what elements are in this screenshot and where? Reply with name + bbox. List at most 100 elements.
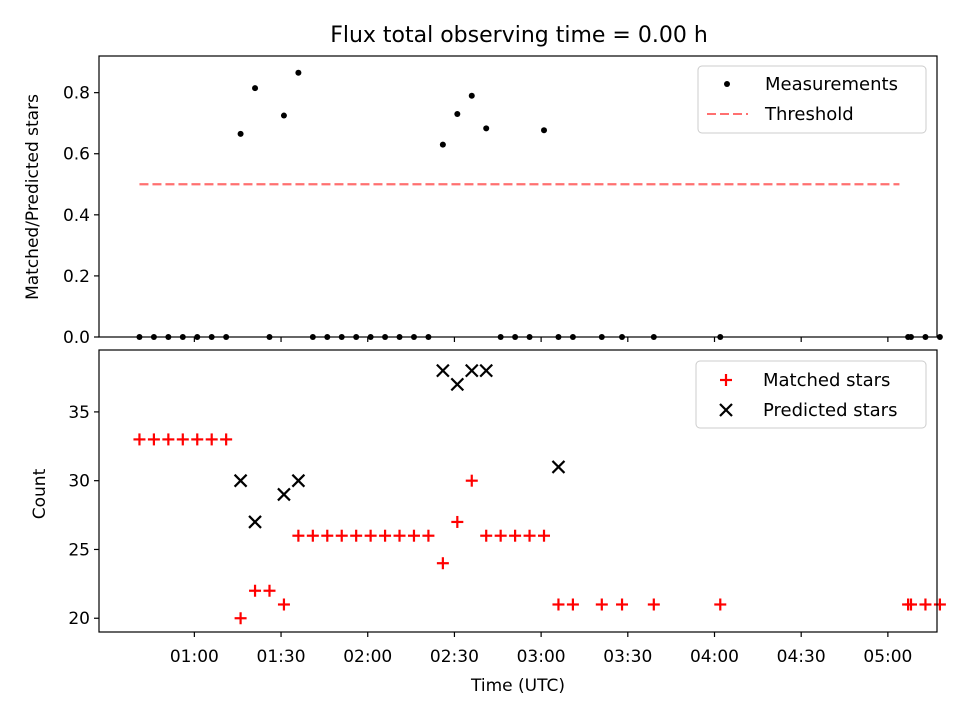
matched-star-point bbox=[147, 433, 160, 446]
matched-star-point bbox=[566, 598, 579, 611]
matched-star-point bbox=[379, 529, 392, 542]
x-tick-label: 03:30 bbox=[603, 647, 652, 667]
x-tick-label: 02:30 bbox=[430, 647, 479, 667]
matched-star-point bbox=[292, 529, 305, 542]
bottom-y-tick-label: 30 bbox=[68, 472, 90, 492]
predicted-star-stroke-b bbox=[248, 515, 262, 529]
top-x-ticks bbox=[193, 337, 889, 342]
measurement-point bbox=[468, 92, 475, 99]
legend-threshold-label: Threshold bbox=[764, 104, 854, 125]
predicted-star-stroke-b bbox=[436, 363, 450, 378]
top-y-ticks: 0.0 0.2 0.4 0.6 0.8 bbox=[63, 84, 99, 348]
measurement-point bbox=[237, 130, 244, 137]
predicted-star-stroke-b bbox=[479, 363, 493, 378]
top-legend: Measurements Threshold bbox=[697, 65, 927, 134]
measurement-point bbox=[483, 125, 490, 132]
matched-star-point bbox=[364, 529, 377, 542]
matched-star-point bbox=[162, 433, 175, 446]
matched-star-point bbox=[480, 529, 493, 542]
matched-star-point bbox=[407, 529, 420, 542]
top-panel: 0.00.20.40.60.8 Matched/Predicted stars … bbox=[23, 55, 943, 348]
matched-star-point bbox=[133, 433, 146, 446]
predicted-star-point bbox=[436, 363, 450, 378]
predicted-star-stroke-b bbox=[277, 487, 291, 502]
matched-star-point bbox=[494, 529, 507, 542]
matched-star-point bbox=[538, 529, 551, 542]
bottom-axes-frame bbox=[98, 349, 938, 633]
matched-star-point bbox=[350, 529, 363, 542]
matched-star-point bbox=[919, 598, 932, 611]
top-legend-box bbox=[697, 65, 927, 134]
predicted-star-point bbox=[248, 515, 262, 529]
measurement-point bbox=[936, 334, 943, 340]
measurement-point bbox=[280, 112, 287, 119]
legend-measurements-marker bbox=[724, 81, 730, 87]
bottom-y-tick-label: 20 bbox=[68, 609, 90, 629]
matched-star-point bbox=[263, 584, 276, 597]
matched-star-point bbox=[422, 529, 435, 542]
matched-star-point bbox=[220, 433, 233, 446]
matched-star-point bbox=[595, 598, 608, 611]
matched-star-point bbox=[523, 529, 536, 542]
top-y-axis-label: Matched/Predicted stars bbox=[23, 94, 43, 300]
matched-star-point bbox=[451, 515, 464, 528]
top-y-tick-label: 0.0 bbox=[63, 328, 90, 348]
legend-predicted-marker bbox=[719, 403, 733, 417]
predicted-star-stroke-b bbox=[233, 473, 248, 488]
matched-star-point bbox=[176, 433, 189, 446]
x-axis-label: Time (UTC) bbox=[470, 676, 565, 696]
x-tick-label: 05:00 bbox=[863, 647, 912, 667]
measurement-point bbox=[541, 127, 548, 134]
measurement-point bbox=[295, 69, 302, 76]
measurement-point bbox=[454, 111, 461, 118]
matched-star-point bbox=[277, 598, 290, 611]
chart-title: Flux total observing time = 0.00 h bbox=[330, 23, 708, 48]
x-tick-label: 02:00 bbox=[343, 647, 392, 667]
matched-star-point bbox=[249, 584, 262, 597]
measurement-point bbox=[252, 85, 259, 92]
matched-star-point bbox=[552, 598, 565, 611]
matched-star-point bbox=[465, 474, 478, 487]
x-tick-label: 01:00 bbox=[170, 647, 219, 667]
matched-star-point bbox=[393, 529, 406, 542]
matched-star-point bbox=[616, 598, 629, 611]
predicted-star-point bbox=[479, 363, 493, 378]
legend-matched-label: Matched stars bbox=[763, 370, 890, 391]
predicted-star-point bbox=[291, 473, 306, 488]
legend-matched-marker bbox=[720, 374, 732, 386]
x-tick-label: 04:00 bbox=[690, 647, 739, 667]
matched-star-point bbox=[321, 529, 334, 542]
matched-star-point bbox=[509, 529, 522, 542]
predicted-star-stroke-b bbox=[291, 473, 306, 488]
top-y-tick-label: 0.8 bbox=[63, 84, 90, 104]
predicted-star-stroke-b bbox=[551, 460, 566, 474]
x-tick-label: 04:30 bbox=[777, 647, 826, 667]
predicted-star-point bbox=[551, 460, 566, 474]
matched-star-point bbox=[234, 612, 247, 625]
bottom-y-tick-label: 25 bbox=[68, 540, 90, 560]
matched-star-point bbox=[306, 529, 319, 542]
x-tick-label: 01:30 bbox=[257, 647, 306, 667]
predicted-star-stroke-b bbox=[464, 363, 479, 378]
predicted-star-stroke-b bbox=[450, 377, 465, 392]
matched-star-point bbox=[933, 598, 946, 611]
bottom-y-ticks: 20 25 30 35 bbox=[68, 403, 99, 629]
bottom-y-axis-label: Count bbox=[30, 468, 50, 519]
bottom-y-tick-label: 35 bbox=[68, 403, 90, 423]
predicted-star-point bbox=[233, 473, 248, 488]
bottom-x-ticks: 01:00 01:30 02:00 02:30 03:00 03:30 04:00 04:30… bbox=[170, 632, 912, 667]
legend-measurements-label: Measurements bbox=[765, 74, 898, 95]
measurement-point bbox=[439, 141, 446, 148]
top-y-tick-label: 0.2 bbox=[63, 267, 90, 287]
matched-star-point bbox=[205, 433, 218, 446]
top-y-tick-label: 0.4 bbox=[63, 206, 90, 226]
matched-star-point bbox=[191, 433, 204, 446]
bottom-legend-box bbox=[695, 360, 927, 429]
legend-predicted-label: Predicted stars bbox=[763, 400, 897, 421]
x-tick-label: 03:00 bbox=[517, 647, 566, 667]
bottom-legend: Matched stars Predicted stars bbox=[695, 360, 927, 429]
predicted-star-point bbox=[277, 487, 291, 502]
matched-star-point bbox=[904, 598, 917, 611]
